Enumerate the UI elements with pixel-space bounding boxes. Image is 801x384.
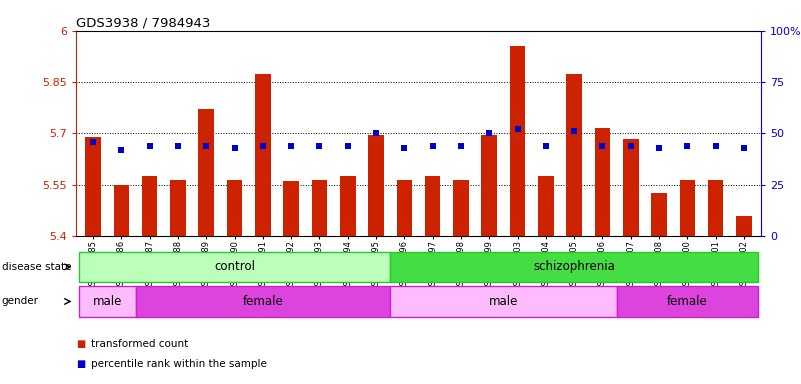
Bar (135, 286, 390, 317)
Bar (425, 176, 441, 236)
Bar (79, 286, 135, 317)
Bar (284, 181, 299, 236)
Text: ■: ■ (76, 339, 86, 349)
Bar (390, 286, 617, 317)
Text: percentile rank within the sample: percentile rank within the sample (91, 359, 267, 369)
Text: ■: ■ (76, 359, 86, 369)
Bar (255, 73, 271, 236)
Bar (538, 176, 553, 236)
Text: schizophrenia: schizophrenia (533, 260, 615, 273)
Bar (453, 180, 469, 236)
Bar (594, 128, 610, 236)
Bar (566, 73, 582, 236)
Bar (623, 139, 638, 236)
Bar (736, 216, 752, 236)
Bar (396, 180, 413, 236)
Bar (708, 180, 723, 236)
Bar (170, 180, 186, 236)
Bar (79, 252, 390, 282)
Bar (199, 109, 214, 236)
Text: female: female (243, 295, 284, 308)
Bar (340, 176, 356, 236)
Text: control: control (214, 260, 255, 273)
Text: GDS3938 / 7984943: GDS3938 / 7984943 (76, 17, 211, 30)
Text: female: female (667, 295, 708, 308)
Bar (509, 46, 525, 236)
Text: transformed count: transformed count (91, 339, 187, 349)
Bar (312, 180, 328, 236)
Bar (114, 185, 129, 236)
Bar (368, 135, 384, 236)
Text: male: male (93, 295, 122, 308)
Bar (227, 180, 243, 236)
Bar (617, 286, 758, 317)
Bar (390, 252, 758, 282)
Text: male: male (489, 295, 518, 308)
Bar (651, 194, 667, 236)
Bar (85, 137, 101, 236)
Bar (679, 180, 695, 236)
Bar (142, 176, 158, 236)
Bar (481, 135, 497, 236)
Text: disease state: disease state (2, 262, 71, 272)
Text: gender: gender (2, 296, 38, 306)
